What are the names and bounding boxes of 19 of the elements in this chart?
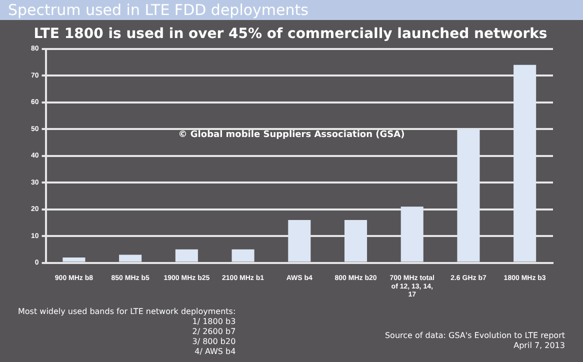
- text: 1/ 1800 b3: [191, 317, 236, 327]
- bar: [344, 220, 368, 262]
- source-note: Source of data: GSA's Evolution to LTE report: [384, 331, 565, 341]
- text: Most widely used bands for LTE network deployments:: [18, 307, 236, 317]
- bar: [514, 64, 536, 262]
- bar: [400, 206, 424, 262]
- chart-subtitle: LTE 1800 is used in over 45% of commercially launched networks: [34, 26, 548, 42]
- bar: [119, 254, 142, 262]
- text: April 7, 2013: [512, 341, 565, 351]
- text: 2/ 2600 b7: [191, 327, 236, 337]
- bar: [457, 129, 480, 262]
- text: 3/ 800 b20: [191, 337, 236, 347]
- text: 4/ AWS b4: [194, 347, 236, 357]
- chart-title: Spectrum used in LTE FDD deployments: [0, 0, 583, 20]
- bar: [62, 257, 86, 262]
- bar: [175, 249, 198, 262]
- annotation: © Global mobile Suppliers Association (GSA): [178, 130, 405, 140]
- bar: [288, 220, 311, 262]
- bar: [232, 249, 254, 262]
